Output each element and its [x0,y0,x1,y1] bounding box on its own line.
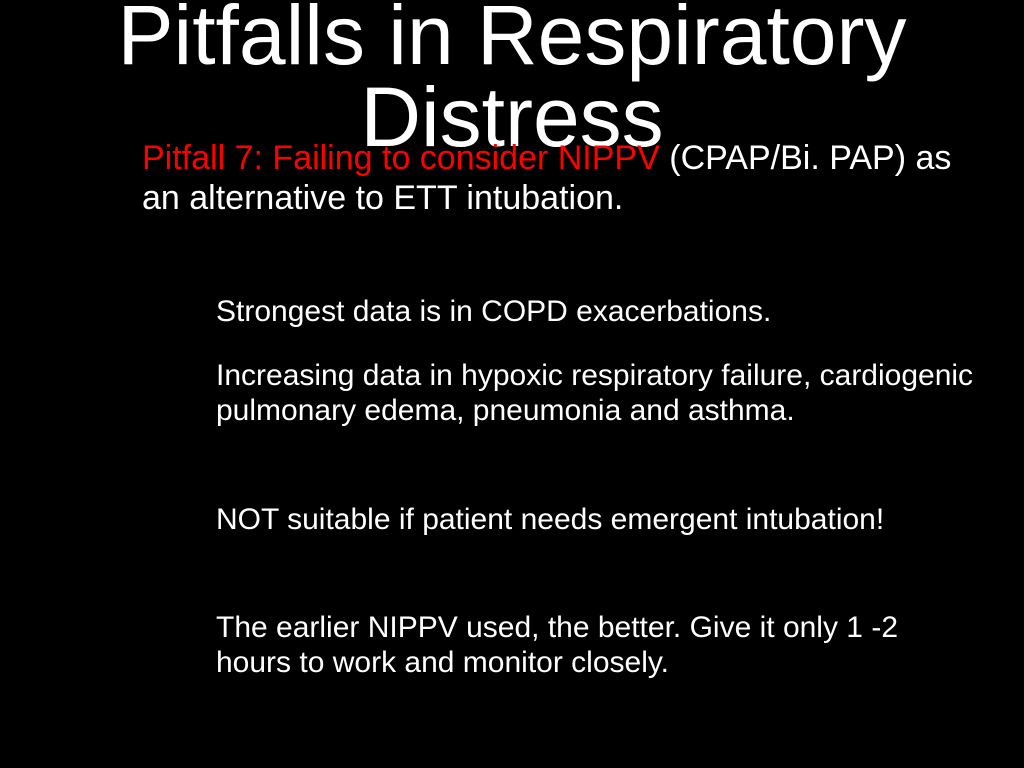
main-bullet-accent: Pitfall 7: Failing to consider NIPPV [142,139,660,177]
bullet-icon: • [90,130,110,186]
bullet-icon: • [164,490,182,540]
bullet-icon: • [164,282,182,332]
sub-bullet-3: NOT suitable if patient needs emergent i… [216,502,976,537]
bullet-icon: • [164,346,182,396]
sub-bullet-1: Strongest data is in COPD exacerbations. [216,294,976,329]
slide: Pitfalls in Respiratory Distress • Pitfa… [0,0,1024,768]
bullet-icon: • [164,596,182,646]
slide-title: Pitfalls in Respiratory Distress [0,0,1024,159]
sub-bullet-2: Increasing data in hypoxic respiratory f… [216,358,976,429]
sub-bullet-4: The earlier NIPPV used, the better. Give… [216,610,976,681]
main-bullet: Pitfall 7: Failing to consider NIPPV (CP… [142,138,952,218]
